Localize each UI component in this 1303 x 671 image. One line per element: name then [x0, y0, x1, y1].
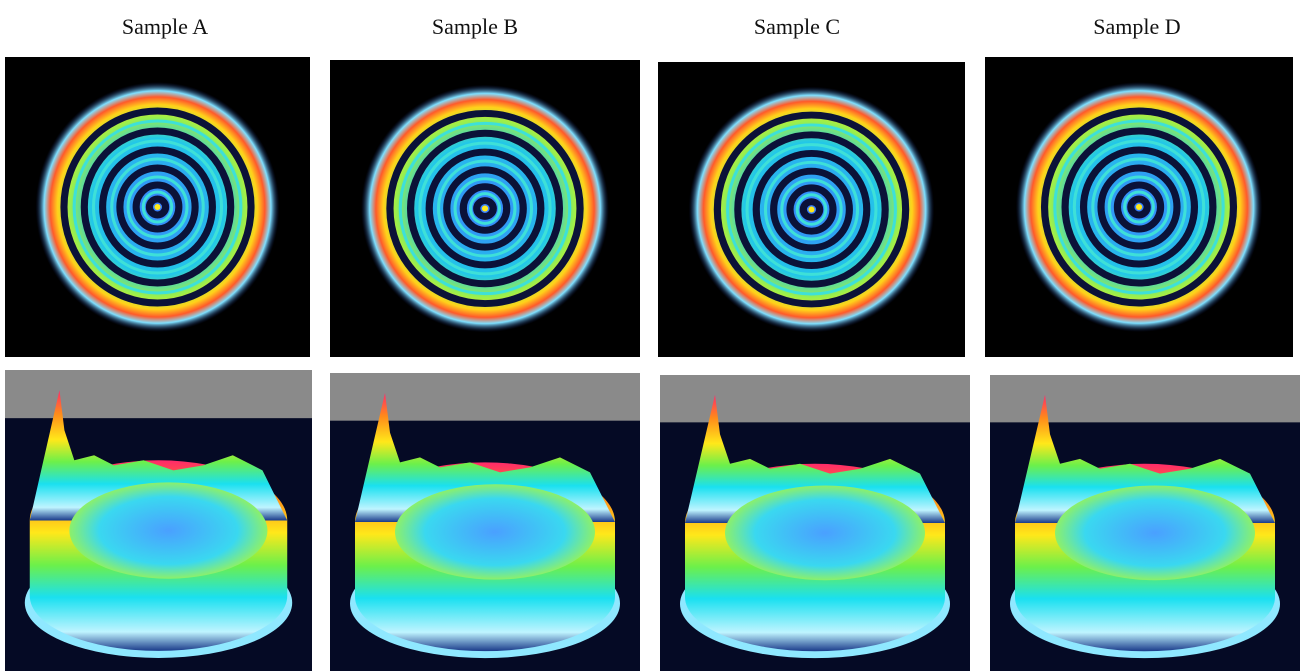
sample-label: Sample D — [1093, 14, 1180, 40]
sample-label: Sample B — [432, 14, 518, 40]
interferogram-image — [658, 62, 965, 357]
interferogram-image — [330, 60, 640, 357]
interferogram-image — [985, 57, 1293, 357]
surface-plot-image — [990, 375, 1300, 671]
surface-plot-image — [5, 370, 312, 671]
sample-label: Sample A — [122, 14, 208, 40]
sample-label: Sample C — [754, 14, 840, 40]
surface-plot-image — [330, 373, 640, 671]
surface-plot-image — [660, 375, 970, 671]
interferogram-image — [5, 57, 310, 357]
figure: {"samples": [{"label": "Sample A"}, {"la… — [0, 0, 1303, 671]
